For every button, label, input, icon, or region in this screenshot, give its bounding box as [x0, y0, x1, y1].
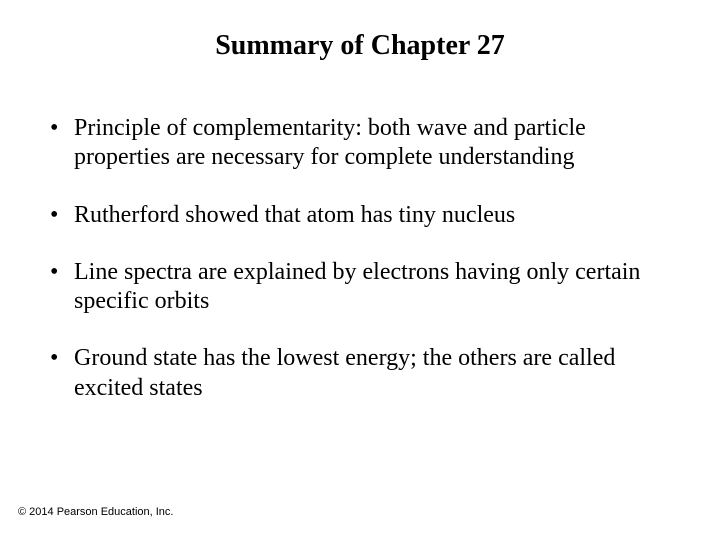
slide-page: Summary of Chapter 27 Principle of compl…: [0, 0, 720, 540]
list-item: Principle of complementarity: both wave …: [50, 114, 682, 173]
bullet-list: Principle of complementarity: both wave …: [38, 114, 682, 403]
list-item: Line spectra are explained by electrons …: [50, 258, 682, 317]
page-title: Summary of Chapter 27: [38, 30, 682, 62]
list-item: Rutherford showed that atom has tiny nuc…: [50, 201, 682, 230]
list-item: Ground state has the lowest energy; the …: [50, 344, 682, 403]
copyright-text: © 2014 Pearson Education, Inc.: [18, 506, 173, 518]
